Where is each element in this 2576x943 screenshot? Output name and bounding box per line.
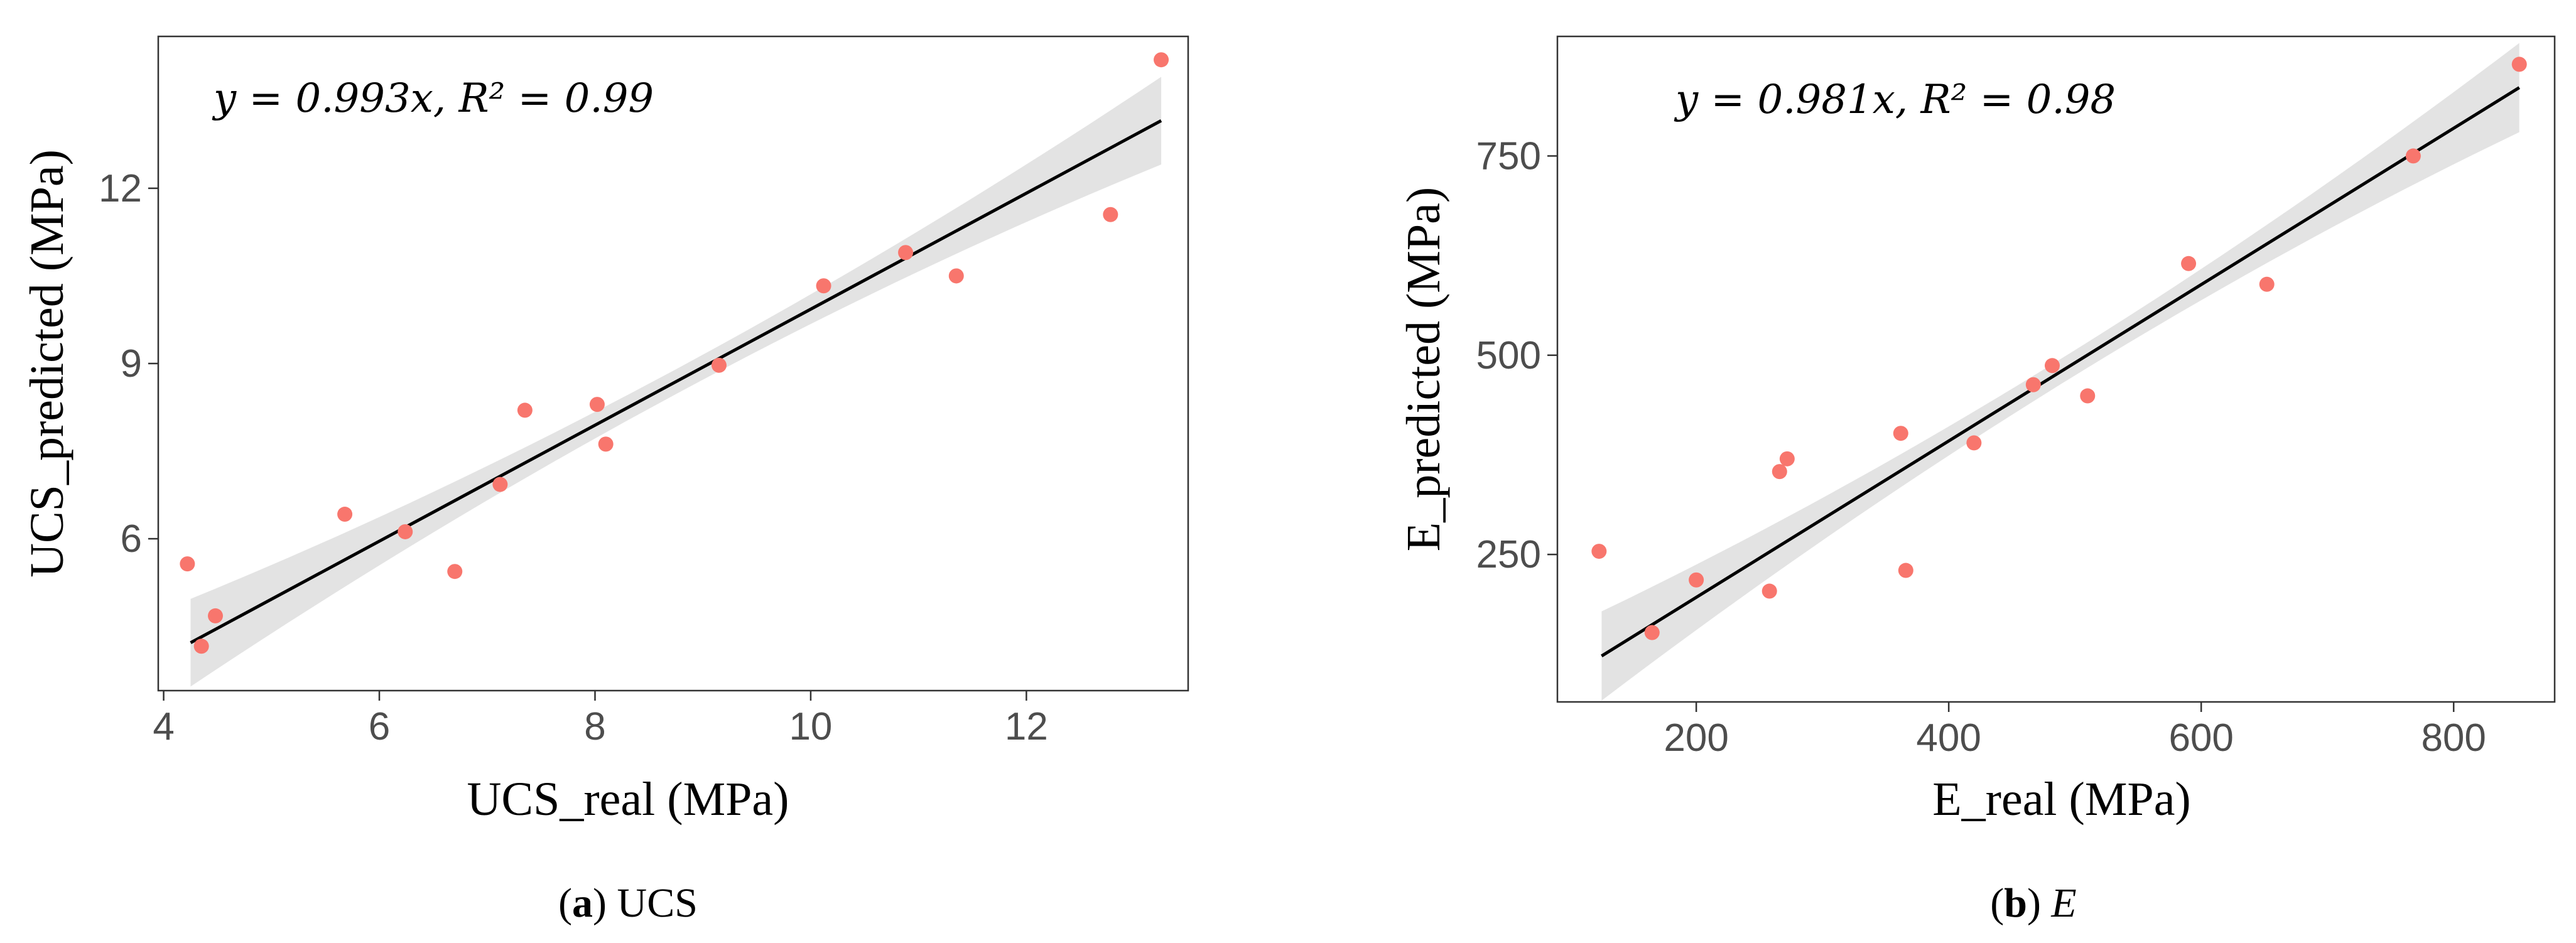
plot-frame [1556,35,2556,703]
data-point [2080,388,2096,404]
figure-caption: (a) UCS [558,880,698,926]
data-point [589,397,605,412]
regression-line [190,119,1162,644]
data-point [492,477,508,492]
data-point [398,524,413,539]
x-tick-label: 10 [789,705,832,748]
data-point [2044,358,2060,374]
caption-open-paren: ( [558,880,572,926]
y-tick-label: 750 [1476,134,1541,178]
data-point [1779,451,1795,466]
y-axis-title: UCS_predicted (MPa) [21,149,73,578]
x-axis-title: UCS_real (MPa) [467,773,789,826]
data-point [1762,583,1777,599]
data-point [816,278,831,294]
chart-panel-b: 200 400 600 800 250 500 750 y = 0.981x, R² = 0.… [1397,35,2556,926]
equation-annotation: y = 0.981x, R² = 0.98 [1674,77,2116,123]
data-point [2405,148,2421,164]
y-axis-title: E_predicted (MPa) [1397,187,1450,551]
caption-close-paren: ) [593,880,617,926]
data-point [1644,625,1660,640]
caption-close-paren: ) [2027,880,2051,926]
data-point [1898,563,1913,578]
data-point [208,608,224,623]
x-tick-label: 4 [153,705,174,748]
x-tick-label: 600 [2168,716,2233,760]
figure-caption: (b) E [1990,880,2077,926]
data-point [1591,544,1607,559]
caption-text: E [2050,880,2076,926]
chart-panel-a: 4 6 8 10 12 6 9 12 y = 0.993x, R² = 0.99 UCS_real… [21,35,1189,926]
y-tick-label: 6 [121,517,142,561]
data-point [517,402,533,418]
y-tick-label: 500 [1476,334,1541,377]
data-point [2025,377,2041,392]
x-tick-label: 800 [2421,716,2486,760]
data-point [711,357,727,373]
data-point [180,556,195,572]
equation-annotation: y = 0.993x, R² = 0.99 [212,75,654,122]
data-point [1154,52,1169,68]
x-tick-label: 6 [369,705,390,748]
data-point [193,639,209,654]
data-point [1893,426,1908,441]
data-point [948,268,964,284]
regression-line [1601,86,2521,657]
caption-label: b [2004,880,2027,926]
data-point [1966,435,1982,451]
data-point [598,436,614,452]
y-tick-label: 12 [99,167,142,210]
y-tick-label: 250 [1476,533,1541,576]
data-point [898,245,914,261]
y-tick-label: 9 [121,342,142,385]
x-tick-label: 12 [1005,705,1048,748]
caption-label: a [572,880,593,926]
data-point [447,564,463,579]
data-point [2511,57,2527,72]
caption-text: UCS [617,880,698,926]
data-point [2181,256,2197,271]
data-point [1689,572,1704,588]
x-axis-title: E_real (MPa) [1932,773,2191,826]
data-point [337,507,353,522]
data-point [2259,276,2275,292]
x-tick-label: 8 [584,705,605,748]
data-point [1772,464,1787,480]
data-point [1103,207,1118,222]
x-tick-label: 200 [1664,716,1728,760]
x-tick-label: 400 [1916,716,1981,760]
caption-open-paren: ( [1990,880,2004,926]
